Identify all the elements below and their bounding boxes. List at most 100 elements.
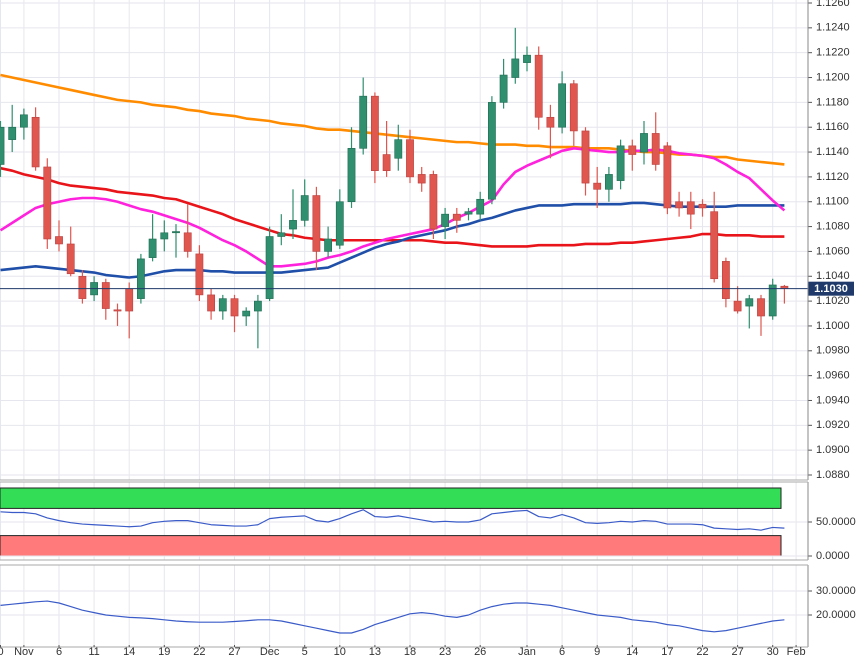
y-tick-label: 1.1060 [816, 245, 850, 257]
x-tick-label: 22 [193, 646, 205, 658]
x-tick-label: 6 [559, 646, 565, 658]
candle-body [160, 232, 169, 240]
candle-body [546, 116, 555, 128]
x-tick-label: 26 [474, 646, 486, 658]
band [0, 487, 782, 509]
candle-body [710, 211, 719, 280]
candle-body [745, 298, 754, 307]
x-tick-label: Dec [260, 646, 280, 658]
candle-body [78, 275, 87, 299]
candle-body [476, 198, 485, 215]
candle-body [487, 102, 496, 200]
candle-body [265, 236, 274, 299]
candle-body [8, 126, 17, 140]
x-tick-label: 10 [334, 646, 346, 658]
y-tick-label: 20.0000 [816, 609, 856, 621]
x-tick-label: 5 [302, 646, 308, 658]
x-tick-label: 18 [404, 646, 416, 658]
candle-body [382, 154, 391, 171]
y-tick-label: 1.1080 [816, 220, 850, 232]
x-tick-label: 23 [439, 646, 451, 658]
candle-body [195, 253, 204, 296]
x-tick-label: Nov [14, 646, 34, 658]
candle-body [558, 83, 566, 128]
y-tick-label: 1.0920 [816, 419, 850, 431]
candle-body [183, 232, 192, 252]
candle-body [66, 243, 75, 275]
candle-body [616, 145, 625, 181]
candle-body [581, 130, 590, 184]
candle-body [441, 213, 449, 227]
x-tick-label: 14 [626, 646, 638, 658]
candle-body [324, 238, 332, 252]
moving-average [0, 201, 785, 279]
y-tick-label: 1.1140 [816, 146, 849, 158]
indicator-line [0, 600, 785, 634]
x-tick-label: 27 [731, 646, 743, 658]
candle-body [464, 211, 473, 215]
candle-body [43, 166, 52, 240]
y-tick-label: 50.0000 [816, 516, 856, 528]
x-tick-label: Feb [787, 646, 806, 658]
y-tick-label: 1.1240 [816, 22, 850, 34]
candle-body [499, 74, 508, 103]
y-tick-label: 1.1160 [816, 121, 849, 133]
x-tick-label: 9 [594, 646, 600, 658]
y-tick-label: 1.0980 [816, 345, 850, 357]
candle-body [721, 261, 730, 299]
candle-body [113, 309, 122, 312]
x-tick-label: 14 [123, 646, 135, 658]
y-tick-label: 0.0000 [816, 550, 850, 562]
candle-body [242, 310, 251, 317]
candle-body [569, 83, 578, 132]
y-tick-label: 1.0960 [816, 370, 850, 382]
candle-body [277, 232, 286, 237]
last-price-box [808, 281, 854, 296]
candle-body [394, 139, 403, 159]
candle-body [31, 116, 40, 168]
candle-body [148, 238, 157, 258]
y-tick-label: 30.0000 [816, 585, 856, 597]
x-tick-label: 30 [767, 646, 779, 658]
last-price-label: 1.1030 [814, 283, 848, 295]
x-tick-label: 6 [56, 646, 62, 658]
candle-body [675, 201, 683, 209]
panel [0, 565, 808, 647]
y-tick-label: 1.0940 [816, 394, 850, 406]
candle-body [19, 114, 28, 128]
candle-body [757, 298, 765, 317]
x-tick-label: 22 [696, 646, 708, 658]
candle-body [137, 258, 145, 299]
candle-body [312, 195, 321, 252]
x-tick-label: 11 [88, 646, 99, 658]
x-tick-label: 13 [369, 646, 381, 658]
candle-body [417, 174, 426, 184]
candle-body [604, 174, 613, 190]
y-tick-label: 1.1000 [816, 320, 850, 332]
candle-body [55, 236, 63, 245]
candle-body [628, 145, 637, 155]
y-tick-label: 1.1020 [816, 295, 850, 307]
x-tick-label: Jan [518, 646, 536, 658]
candle-body [125, 288, 134, 312]
candle-body [534, 54, 543, 118]
indicator-line [0, 509, 785, 531]
candle-body [593, 182, 602, 190]
candle-body [663, 145, 672, 209]
candle-body [347, 148, 356, 203]
candle-body [406, 139, 414, 178]
candle-body [370, 95, 379, 171]
candle-body [0, 126, 5, 165]
candle-body [359, 95, 368, 149]
candle-body [452, 213, 461, 221]
candle-body [300, 195, 309, 221]
panel [0, 482, 808, 560]
candle-body [254, 300, 262, 312]
y-tick-label: 1.0900 [816, 444, 850, 456]
y-tick-label: 1.1040 [816, 270, 850, 282]
candle-body [218, 298, 227, 312]
candle-body [511, 58, 520, 78]
band [0, 535, 782, 557]
candle-body [207, 294, 215, 312]
